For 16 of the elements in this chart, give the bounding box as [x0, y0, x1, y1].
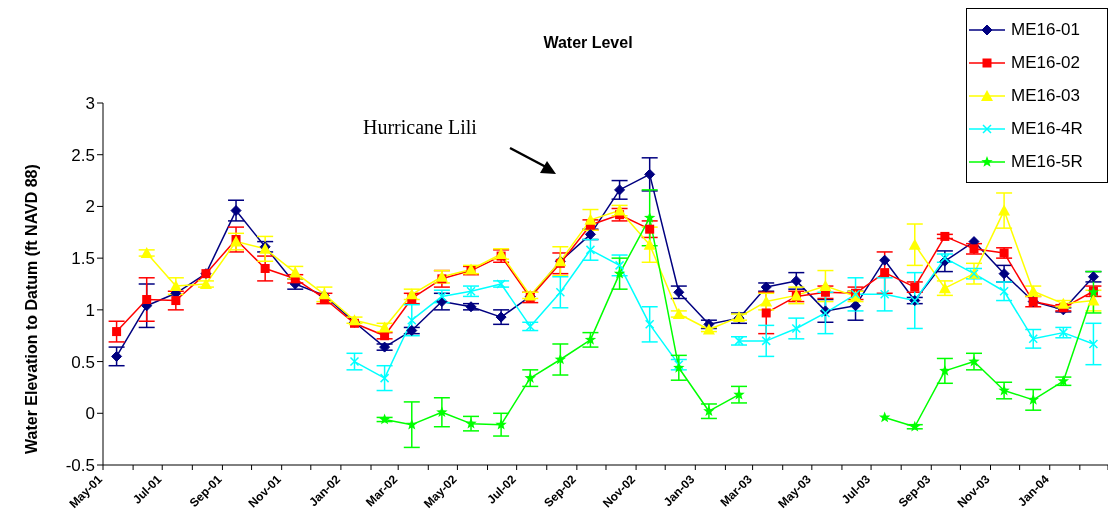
legend-label: ME16-03: [1011, 85, 1080, 106]
y-tick-label: 3: [85, 94, 95, 114]
y-tick-label: 0: [85, 404, 95, 424]
chart-title: Water Level: [542, 34, 634, 52]
legend-label: ME16-5R: [1011, 151, 1083, 172]
y-tick-label: 2: [85, 197, 95, 217]
y-tick-label: -0.5: [65, 456, 95, 476]
y-tick-label: 2.5: [71, 145, 95, 165]
y-tick-label: 0.5: [71, 352, 95, 372]
y-tick-label: 1.5: [71, 249, 95, 269]
y-axis-title: Water Elevation to Datum (ft NAVD 88): [22, 164, 40, 454]
y-tick-label: 1: [85, 300, 95, 320]
legend-label: ME16-02: [1011, 52, 1080, 73]
legend-label: ME16-01: [1011, 19, 1080, 40]
annotation: Hurricane Lili: [363, 116, 477, 139]
legend-label: ME16-4R: [1011, 118, 1083, 139]
